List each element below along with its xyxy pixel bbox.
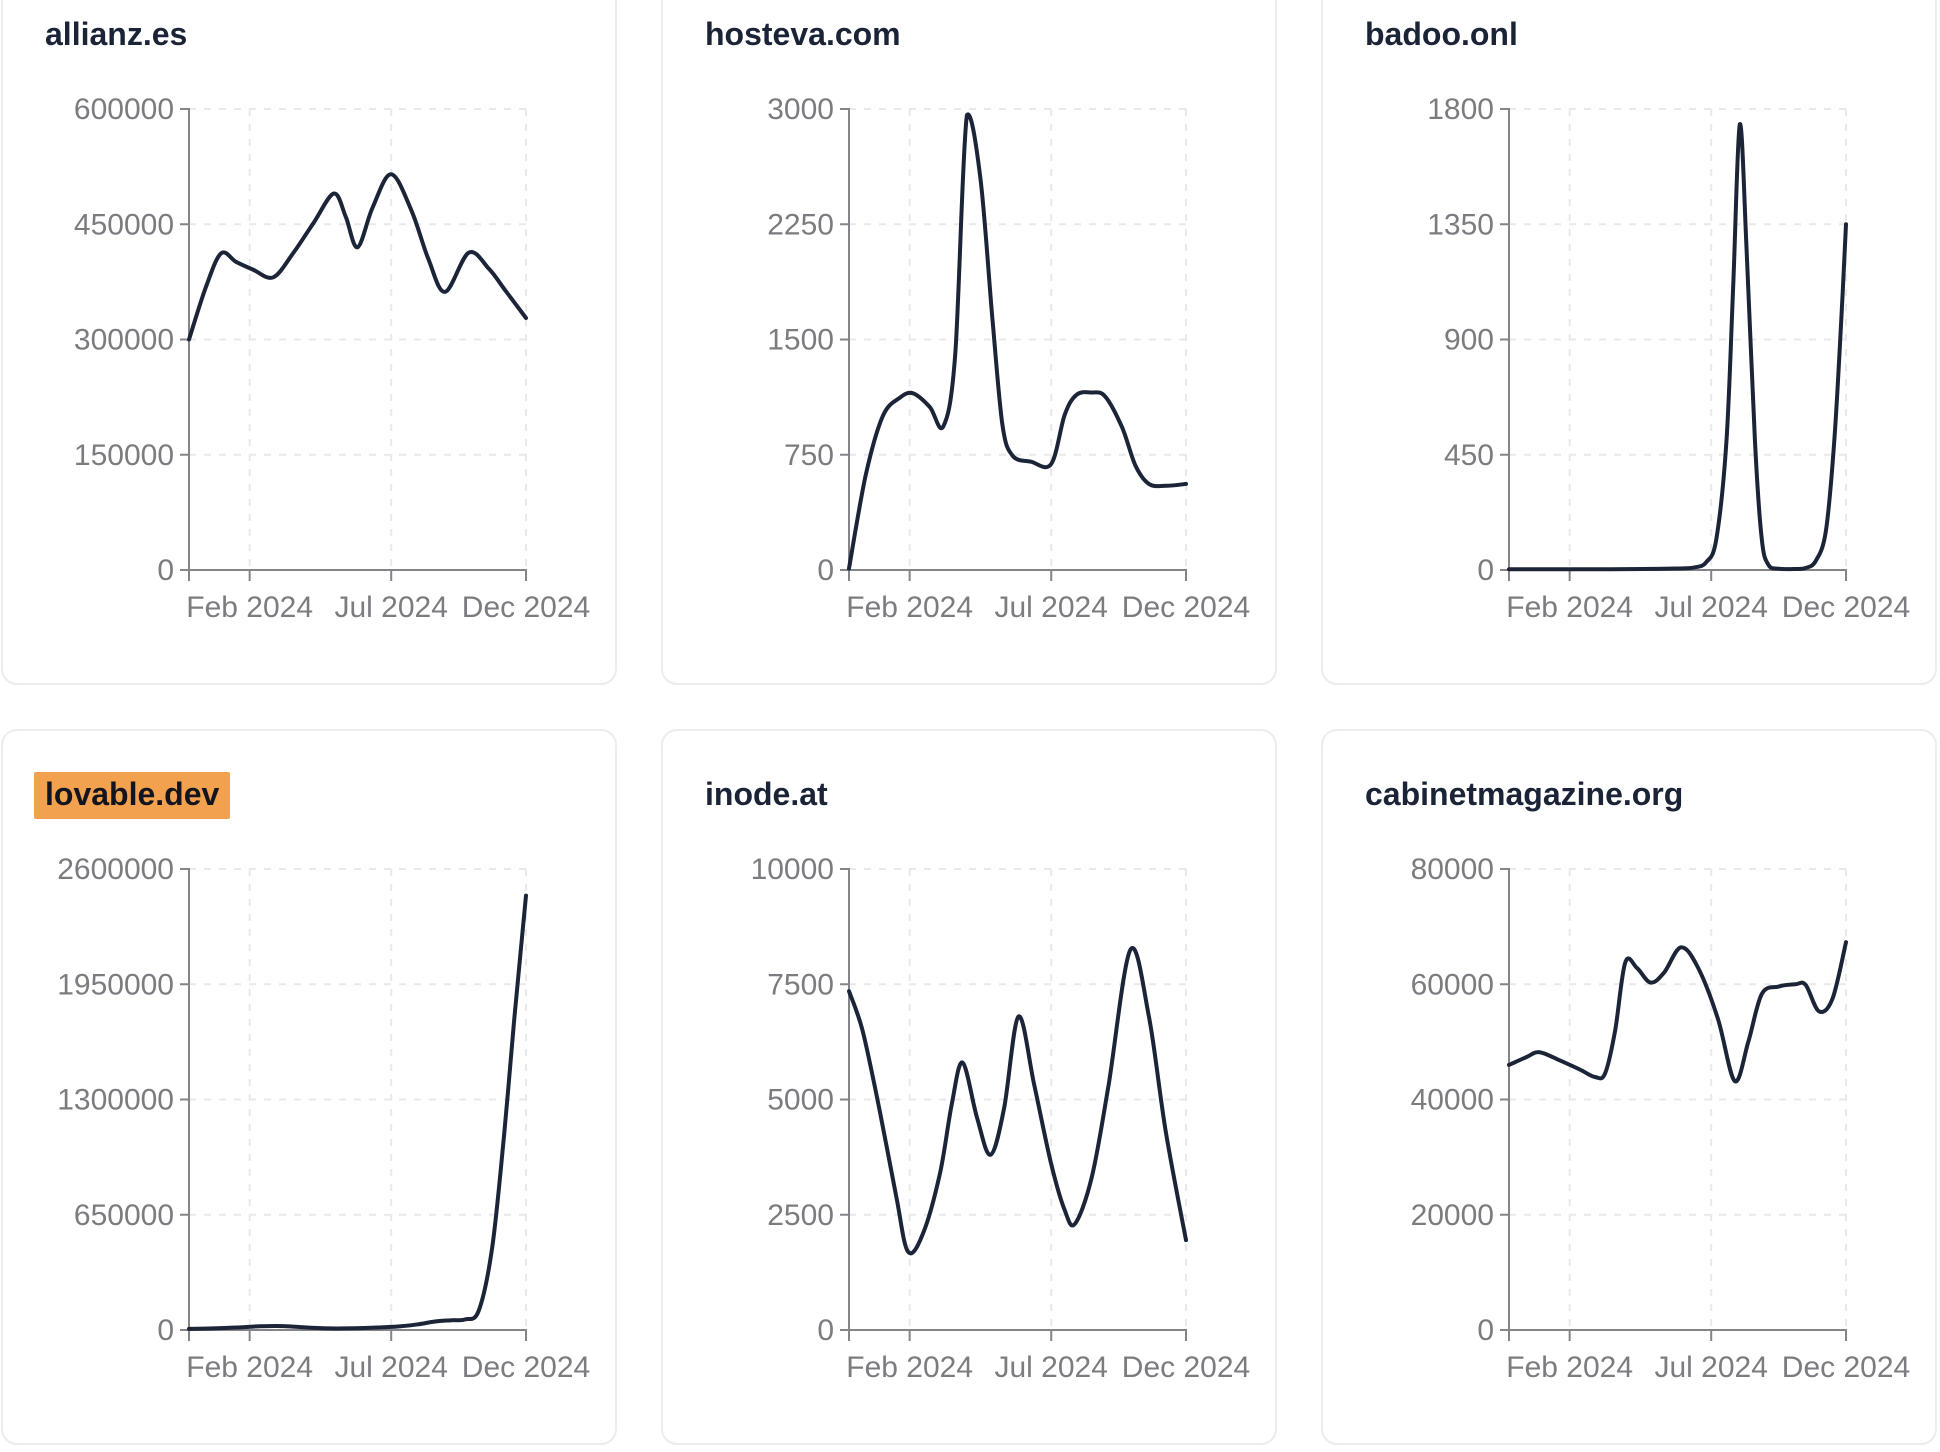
svg-text:0: 0 bbox=[1477, 554, 1494, 587]
svg-text:600000: 600000 bbox=[74, 93, 174, 126]
domain-card-badoo-onl: badoo.onl 0 450 900 1350 1800 Feb 2024 Jul 202… bbox=[1321, 0, 1937, 685]
domain-title-badoo-onl[interactable]: badoo.onl bbox=[1365, 16, 1518, 52]
domain-title-hosteva-com[interactable]: hosteva.com bbox=[705, 16, 901, 52]
svg-text:10000: 10000 bbox=[751, 853, 834, 886]
svg-text:Jul 2024: Jul 2024 bbox=[1654, 591, 1767, 624]
svg-text:Feb 2024: Feb 2024 bbox=[1506, 591, 1633, 624]
svg-text:0: 0 bbox=[157, 1314, 174, 1347]
svg-text:Feb 2024: Feb 2024 bbox=[1506, 1351, 1633, 1384]
traffic-line-chart-cabinetmagazine-org: 0 20000 40000 60000 80000 Feb 2024 Jul 2024 Dec… bbox=[1411, 853, 1911, 1384]
svg-text:0: 0 bbox=[817, 554, 834, 587]
svg-text:1500: 1500 bbox=[767, 324, 834, 357]
svg-text:900: 900 bbox=[1444, 324, 1494, 357]
svg-text:60000: 60000 bbox=[1411, 968, 1494, 1001]
svg-text:450: 450 bbox=[1444, 439, 1494, 472]
svg-text:650000: 650000 bbox=[74, 1199, 174, 1232]
svg-text:2500: 2500 bbox=[767, 1199, 834, 1232]
svg-text:750: 750 bbox=[784, 439, 834, 472]
traffic-line-chart-inode-at: 0 2500 5000 7500 10000 Feb 2024 Jul 2024 Dec 20… bbox=[751, 853, 1251, 1384]
traffic-line-chart-hosteva-com: 0 750 1500 2250 3000 Feb 2024 Jul 2024 Dec 2024 bbox=[767, 93, 1250, 624]
domain-title-allianz-es[interactable]: allianz.es bbox=[45, 16, 188, 52]
svg-text:0: 0 bbox=[817, 1314, 834, 1347]
traffic-line-chart-badoo-onl: 0 450 900 1350 1800 Feb 2024 Jul 2024 Dec 2024 bbox=[1427, 93, 1910, 624]
svg-text:Dec 2024: Dec 2024 bbox=[462, 1351, 590, 1384]
svg-text:300000: 300000 bbox=[74, 324, 174, 357]
svg-text:Feb 2024: Feb 2024 bbox=[186, 591, 313, 624]
svg-text:20000: 20000 bbox=[1411, 1199, 1494, 1232]
domain-title-lovable-dev[interactable]: lovable.dev bbox=[34, 772, 231, 820]
svg-text:Jul 2024: Jul 2024 bbox=[994, 591, 1107, 624]
svg-text:450000: 450000 bbox=[74, 208, 174, 241]
svg-text:Jul 2024: Jul 2024 bbox=[334, 1351, 447, 1384]
domain-title-cabinetmagazine-org[interactable]: cabinetmagazine.org bbox=[1365, 776, 1684, 812]
svg-text:Feb 2024: Feb 2024 bbox=[846, 1351, 973, 1384]
svg-text:Dec 2024: Dec 2024 bbox=[1122, 1351, 1250, 1384]
svg-text:150000: 150000 bbox=[74, 439, 174, 472]
svg-text:Dec 2024: Dec 2024 bbox=[462, 591, 590, 624]
svg-text:Dec 2024: Dec 2024 bbox=[1782, 591, 1910, 624]
svg-text:1350: 1350 bbox=[1427, 208, 1494, 241]
svg-text:2250: 2250 bbox=[767, 208, 834, 241]
svg-text:0: 0 bbox=[1477, 1314, 1494, 1347]
svg-text:Dec 2024: Dec 2024 bbox=[1782, 1351, 1910, 1384]
svg-text:1300000: 1300000 bbox=[57, 1084, 174, 1117]
svg-text:40000: 40000 bbox=[1411, 1084, 1494, 1117]
svg-text:Jul 2024: Jul 2024 bbox=[994, 1351, 1107, 1384]
svg-text:80000: 80000 bbox=[1411, 853, 1494, 886]
traffic-line-chart-lovable-dev: 0 650000 1300000 1950000 2600000 Feb 2024 Jul … bbox=[57, 853, 590, 1384]
domain-card-lovable-dev: lovable.dev 0 650000 1300000 1950000 2600000… bbox=[1, 729, 617, 1445]
domain-card-allianz-es: allianz.es 0 150000 300000 450000 600000 Feb … bbox=[1, 0, 617, 685]
svg-text:1950000: 1950000 bbox=[57, 968, 174, 1001]
domain-card-hosteva-com: hosteva.com 0 750 1500 2250 3000 Feb 2024 Jul … bbox=[661, 0, 1277, 685]
domain-title-inode-at[interactable]: inode.at bbox=[705, 776, 828, 812]
svg-text:Jul 2024: Jul 2024 bbox=[334, 591, 447, 624]
svg-text:Dec 2024: Dec 2024 bbox=[1122, 591, 1250, 624]
svg-text:7500: 7500 bbox=[767, 968, 834, 1001]
svg-text:3000: 3000 bbox=[767, 93, 834, 126]
traffic-line-chart-allianz-es: 0 150000 300000 450000 600000 Feb 2024 Jul 202… bbox=[74, 93, 590, 624]
svg-text:0: 0 bbox=[157, 554, 174, 587]
svg-text:Jul 2024: Jul 2024 bbox=[1654, 1351, 1767, 1384]
svg-text:1800: 1800 bbox=[1427, 93, 1494, 126]
domain-card-cabinetmagazine-org: cabinetmagazine.org 0 20000 40000 60000 8000… bbox=[1321, 729, 1937, 1445]
svg-text:2600000: 2600000 bbox=[57, 853, 174, 886]
svg-text:Feb 2024: Feb 2024 bbox=[186, 1351, 313, 1384]
domain-card-inode-at: inode.at 0 2500 5000 7500 10000 Feb 2024 Jul 2… bbox=[661, 729, 1277, 1445]
svg-text:Feb 2024: Feb 2024 bbox=[846, 591, 973, 624]
svg-text:5000: 5000 bbox=[767, 1084, 834, 1117]
